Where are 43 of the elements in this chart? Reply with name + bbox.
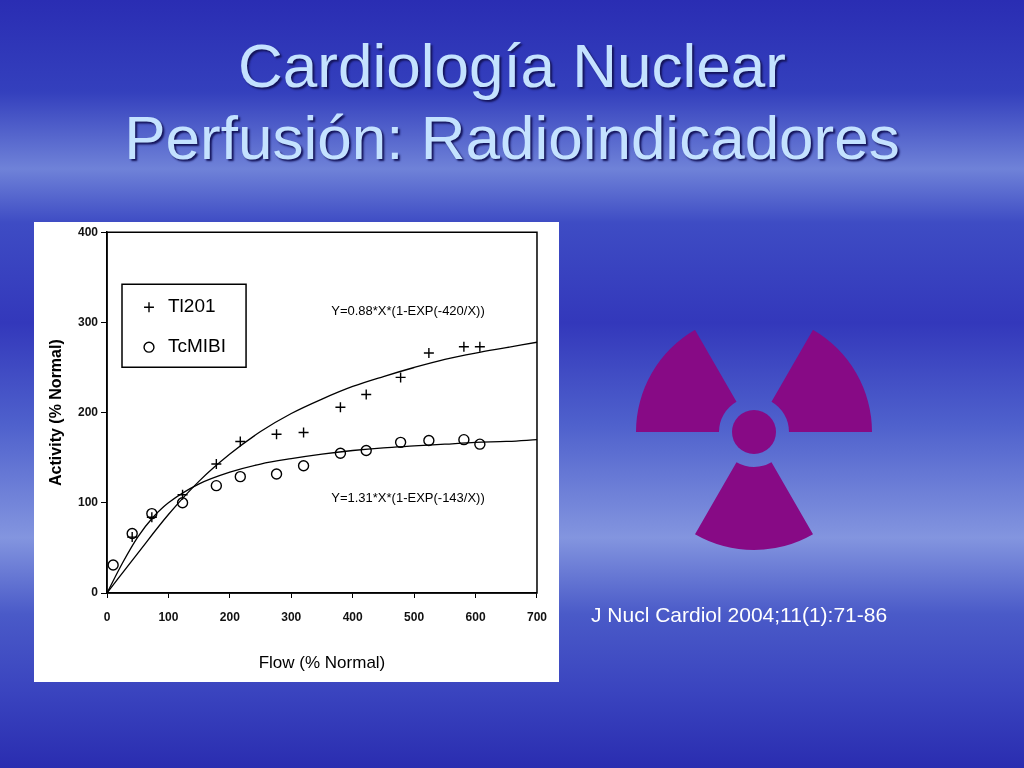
point — [360, 444, 372, 457]
x-tick-label: 700 — [526, 609, 548, 624]
point — [423, 434, 435, 447]
x-tick-label: 100 — [158, 609, 179, 624]
point — [176, 497, 189, 509]
point — [270, 468, 283, 480]
point — [234, 435, 246, 448]
point — [146, 507, 158, 520]
x-tick-label: 600 — [465, 609, 486, 624]
legend-label: Tl201 — [168, 295, 216, 317]
point — [210, 458, 223, 470]
y-tick-label: 300 — [77, 314, 99, 329]
point — [394, 371, 407, 384]
y-tick-label: 0 — [91, 585, 99, 600]
y-tick-label: 400 — [77, 224, 99, 239]
point — [334, 447, 347, 459]
point — [297, 460, 310, 472]
y-tick-label: 200 — [77, 404, 99, 419]
x-tick-label: 200 — [219, 609, 241, 624]
point — [234, 470, 246, 483]
y-axis-title: Activity (% Normal) — [47, 339, 65, 486]
point — [458, 433, 470, 446]
x-tick-label: 400 — [342, 609, 364, 624]
y-tick-label: 100 — [77, 495, 99, 510]
point — [210, 479, 223, 492]
point — [107, 559, 119, 571]
point — [474, 438, 486, 450]
point — [270, 428, 283, 440]
annotation: Y=1.31*X*(1-EXP(-143/X)) — [331, 489, 485, 505]
legend-label: TcMIBI — [168, 335, 227, 357]
point — [297, 426, 310, 439]
x-axis-title: Flow (% Normal) — [258, 653, 386, 673]
chart-subtitle: Perfusión: Radioindicadores — [123, 102, 901, 174]
annotation: Y=0.88*X*(1-EXP(-420/X)) — [331, 303, 485, 319]
point — [126, 527, 138, 540]
x-tick-label: 0 — [103, 609, 111, 624]
text: J Nucl Cardiol 2004;11(1):71-86 — [591, 602, 888, 628]
x-tick-label: 500 — [404, 609, 425, 624]
x-tick-label: 300 — [281, 609, 302, 624]
point — [360, 388, 372, 401]
point — [394, 436, 407, 449]
point — [334, 401, 347, 413]
chart-title: Cardiología Nuclear — [237, 30, 787, 102]
